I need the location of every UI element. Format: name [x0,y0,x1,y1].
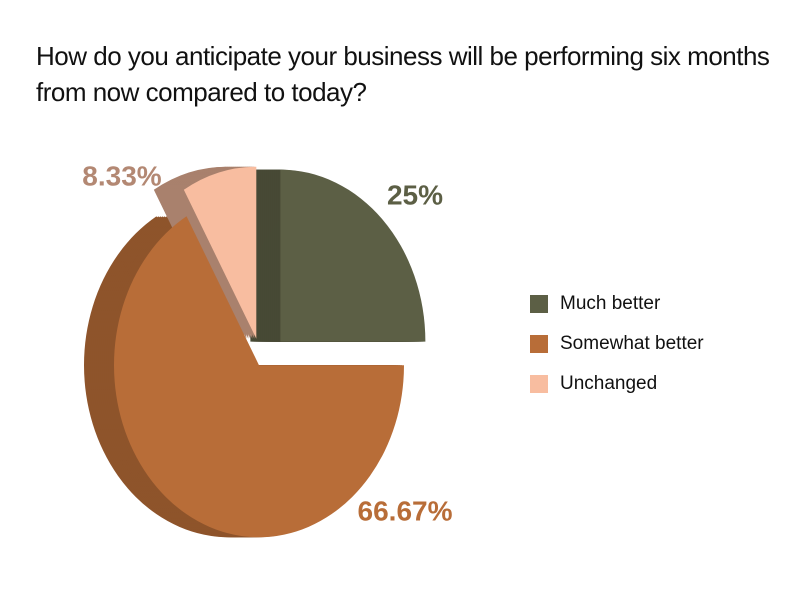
slice [280,169,426,342]
slice [113,216,404,538]
slice [183,166,257,339]
legend-swatch [530,375,548,393]
legend-label: Somewhat better [560,333,704,354]
value-label: 25% [387,179,443,210]
value-label: 66.67% [358,495,453,526]
legend-label: Much better [560,293,661,314]
value-label: 8.33% [82,160,161,191]
chart-title: How do you anticipate your business will… [36,41,770,107]
legend-label: Unchanged [560,373,657,394]
legend-swatch [530,335,548,353]
legend-swatch [530,295,548,313]
